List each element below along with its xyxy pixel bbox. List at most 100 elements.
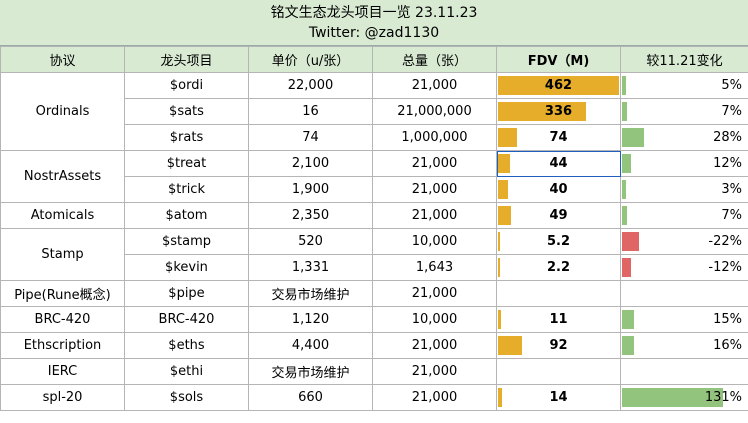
table-row[interactable]: $trick 1,900 21,000 40 3% <box>1 176 748 203</box>
cell-change[interactable]: 28% <box>620 124 748 151</box>
cell-supply[interactable]: 21,000 <box>372 280 497 307</box>
cell-project[interactable]: $trick <box>124 176 249 203</box>
cell-price[interactable]: 520 <box>248 228 373 255</box>
cell-supply[interactable]: 21,000 <box>372 176 497 203</box>
cell-supply[interactable]: 21,000 <box>372 384 497 411</box>
cell-change[interactable]: 7% <box>620 98 748 125</box>
cell-fdv[interactable]: 44 <box>496 150 621 177</box>
cell-supply[interactable]: 21,000 <box>372 72 497 99</box>
table-row[interactable]: Ethscription $eths 4,400 21,000 92 16% <box>0 332 748 359</box>
cell-price[interactable]: 2,100 <box>248 150 373 177</box>
sheet-subtitle: Twitter: @zad1130 <box>308 25 440 41</box>
change-bar <box>622 310 634 329</box>
cell-protocol[interactable]: Ethscription <box>0 332 125 359</box>
cell-project[interactable]: $stamp <box>124 228 249 255</box>
cell-price[interactable]: 交易市场维护 <box>248 280 373 307</box>
cell-fdv[interactable]: 2.2 <box>496 254 621 281</box>
cell-change[interactable] <box>620 358 748 385</box>
cell-protocol[interactable]: IERC <box>0 358 125 385</box>
cell-fdv[interactable]: 49 <box>496 202 621 229</box>
fdv-value: 2.2 <box>546 260 571 275</box>
cell-change[interactable]: 12% <box>620 150 748 177</box>
cell-change[interactable] <box>620 280 748 307</box>
cell-protocol[interactable]: spl-20 <box>0 384 125 411</box>
cell-project[interactable]: BRC-420 <box>124 306 249 333</box>
cell-project[interactable]: $ethi <box>124 358 249 385</box>
cell-fdv[interactable]: 74 <box>496 124 621 151</box>
cell-protocol[interactable]: Ordinals <box>0 72 125 151</box>
cell-fdv[interactable]: 40 <box>496 176 621 203</box>
table-row[interactable]: NostrAssets $treat 2,100 21,000 44 12% <box>0 150 748 203</box>
cell-supply[interactable]: 10,000 <box>372 306 497 333</box>
cell-fdv[interactable]: 92 <box>496 332 621 359</box>
cell-project[interactable]: $ordi <box>124 72 249 99</box>
cell-change[interactable]: 5% <box>620 72 748 99</box>
table-row[interactable]: Atomicals $atom 2,350 21,000 49 7% <box>0 202 748 229</box>
table-row[interactable]: BRC-420 BRC-420 1,120 10,000 11 15% <box>0 306 748 333</box>
fdv-bar <box>498 206 511 225</box>
cell-protocol[interactable]: NostrAssets <box>0 150 125 203</box>
cell-price[interactable]: 2,350 <box>248 202 373 229</box>
cell-price[interactable]: 4,400 <box>248 332 373 359</box>
column-header-supply[interactable]: 总量（张） <box>372 46 497 73</box>
column-header-project[interactable]: 龙头项目 <box>124 46 249 73</box>
cell-price[interactable]: 1,331 <box>248 254 373 281</box>
table-row[interactable]: IERC $ethi 交易市场维护 21,000 <box>0 358 748 385</box>
column-header-change[interactable]: 较11.21变化 <box>620 46 748 73</box>
cell-fdv[interactable]: 462 <box>496 72 621 99</box>
table-row[interactable]: spl-20 $sols 660 21,000 14 131% <box>0 384 748 411</box>
cell-fdv[interactable]: 14 <box>496 384 621 411</box>
cell-fdv[interactable]: 336 <box>496 98 621 125</box>
fdv-bar <box>498 310 501 329</box>
cell-price[interactable]: 交易市场维护 <box>248 358 373 385</box>
cell-supply[interactable]: 21,000 <box>372 332 497 359</box>
cell-change[interactable]: -12% <box>620 254 748 281</box>
table-row[interactable]: $kevin 1,331 1,643 2.2 -12% <box>1 254 748 281</box>
cell-change[interactable]: 15% <box>620 306 748 333</box>
cell-change[interactable]: 7% <box>620 202 748 229</box>
cell-fdv[interactable] <box>496 358 621 385</box>
cell-supply[interactable]: 1,643 <box>372 254 497 281</box>
cell-price[interactable]: 22,000 <box>248 72 373 99</box>
cell-project[interactable]: $eths <box>124 332 249 359</box>
column-header-protocol[interactable]: 协议 <box>0 46 125 73</box>
cell-supply[interactable]: 21,000 <box>372 150 497 177</box>
cell-project[interactable]: $sats <box>124 98 249 125</box>
fdv-bar <box>498 258 500 277</box>
cell-fdv[interactable]: 5.2 <box>496 228 621 255</box>
cell-supply[interactable]: 21,000 <box>372 202 497 229</box>
cell-change[interactable]: 16% <box>620 332 748 359</box>
cell-price[interactable]: 1,900 <box>248 176 373 203</box>
cell-price[interactable]: 660 <box>248 384 373 411</box>
cell-protocol[interactable]: Pipe(Rune概念) <box>0 280 125 307</box>
cell-supply[interactable]: 21,000,000 <box>372 98 497 125</box>
cell-supply[interactable]: 10,000 <box>372 228 497 255</box>
column-header-fdv[interactable]: FDV（M) <box>496 46 621 73</box>
cell-change[interactable]: 131% <box>620 384 748 411</box>
cell-change[interactable]: -22% <box>620 228 748 255</box>
table-row[interactable]: Pipe(Rune概念) $pipe 交易市场维护 21,000 <box>0 280 748 307</box>
column-header-price[interactable]: 单价（u/张） <box>248 46 373 73</box>
cell-price[interactable]: 74 <box>248 124 373 151</box>
cell-project[interactable]: $pipe <box>124 280 249 307</box>
cell-protocol[interactable]: BRC-420 <box>0 306 125 333</box>
table-row[interactable]: Stamp $stamp 520 10,000 5.2 -22% <box>0 228 748 281</box>
table-row[interactable]: Ordinals $ordi 22,000 21,000 462 5% <box>0 72 748 151</box>
cell-change[interactable]: 3% <box>620 176 748 203</box>
cell-supply[interactable]: 1,000,000 <box>372 124 497 151</box>
fdv-bar <box>498 102 586 121</box>
cell-project[interactable]: $rats <box>124 124 249 151</box>
cell-price[interactable]: 1,120 <box>248 306 373 333</box>
cell-fdv[interactable] <box>496 280 621 307</box>
cell-project[interactable]: $kevin <box>124 254 249 281</box>
cell-project[interactable]: $treat <box>124 150 249 177</box>
cell-price[interactable]: 16 <box>248 98 373 125</box>
cell-project[interactable]: $atom <box>124 202 249 229</box>
table-row[interactable]: $sats 16 21,000,000 336 7% <box>1 98 748 125</box>
cell-protocol[interactable]: Stamp <box>0 228 125 281</box>
cell-fdv[interactable]: 11 <box>496 306 621 333</box>
cell-project[interactable]: $sols <box>124 384 249 411</box>
cell-protocol[interactable]: Atomicals <box>0 202 125 229</box>
cell-supply[interactable]: 21,000 <box>372 358 497 385</box>
change-bar <box>622 258 632 277</box>
